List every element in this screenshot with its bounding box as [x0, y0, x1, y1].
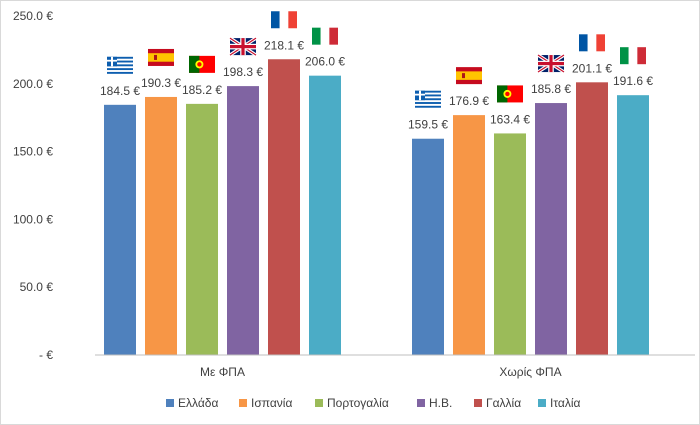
data-label: 206.0 €	[305, 55, 345, 69]
data-label: 159.5 €	[408, 118, 448, 132]
bar	[412, 138, 444, 355]
italy-flag-icon	[620, 47, 646, 65]
bar	[494, 133, 526, 355]
legend-label: Ιταλία	[550, 396, 581, 410]
x-axis: Με ΦΠΑ Χωρίς ΦΠΑ	[95, 354, 695, 379]
data-label: 176.9 €	[449, 94, 489, 108]
data-label: 191.6 €	[613, 74, 653, 88]
x-tick-label: Με ΦΠΑ	[200, 365, 245, 379]
france-flag-icon	[271, 11, 297, 29]
legend: Ελλάδα Ισπανία Πορτογαλία Η.Β. Γαλλία Ιταλία	[166, 396, 581, 410]
portugal-flag-icon	[189, 55, 215, 73]
bar	[453, 115, 485, 355]
uk-flag-icon	[537, 53, 565, 74]
bars: 184.5 €190.3 €185.2 €198.3 €218.1 €206.0…	[100, 11, 653, 356]
legend-swatch	[239, 399, 247, 407]
data-label: 185.2 €	[182, 83, 222, 97]
spain-flag-icon	[148, 48, 174, 66]
data-label: 218.1 €	[264, 38, 304, 52]
italy-flag-icon	[312, 27, 338, 45]
legend-swatch	[474, 399, 482, 407]
greece-flag-icon	[415, 90, 441, 108]
bar	[145, 96, 177, 356]
bar	[617, 95, 649, 355]
bar	[268, 59, 300, 355]
data-label: 184.5 €	[100, 84, 140, 98]
bar	[104, 104, 136, 356]
bar	[227, 86, 259, 356]
y-tick-label: - €	[39, 348, 53, 362]
y-tick-label: 100.0 €	[13, 212, 53, 226]
legend-swatch	[417, 399, 425, 407]
bar	[576, 82, 608, 355]
greece-flag-icon	[107, 56, 133, 74]
legend-swatch	[166, 399, 174, 407]
bar	[186, 103, 218, 355]
y-tick-label: 200.0 €	[13, 77, 53, 91]
y-axis: - € 50.0 € 100.0 € 150.0 € 200.0 € 250.0 €	[13, 9, 53, 362]
legend-label: Η.Β.	[429, 396, 452, 410]
legend-label: Ισπανία	[251, 396, 292, 410]
y-tick-label: 50.0 €	[20, 280, 54, 294]
data-label: 185.8 €	[531, 82, 571, 96]
spain-flag-icon	[456, 67, 482, 85]
legend-label: Πορτογαλία	[327, 396, 389, 410]
uk-flag-icon	[229, 36, 257, 57]
x-tick-label: Χωρίς ΦΠΑ	[499, 365, 561, 379]
data-label: 201.1 €	[572, 61, 612, 75]
bar	[309, 75, 341, 355]
bar	[535, 103, 567, 355]
data-label: 163.4 €	[490, 112, 530, 126]
data-label: 198.3 €	[223, 65, 263, 79]
legend-label: Γαλλία	[486, 396, 521, 410]
y-tick-label: 150.0 €	[13, 145, 53, 159]
legend-label: Ελλάδα	[178, 396, 218, 410]
france-flag-icon	[579, 34, 605, 52]
portugal-flag-icon	[497, 85, 523, 103]
legend-swatch	[315, 399, 323, 407]
data-label: 190.3 €	[141, 76, 181, 90]
y-tick-label: 250.0 €	[13, 9, 53, 23]
legend-swatch	[538, 399, 546, 407]
